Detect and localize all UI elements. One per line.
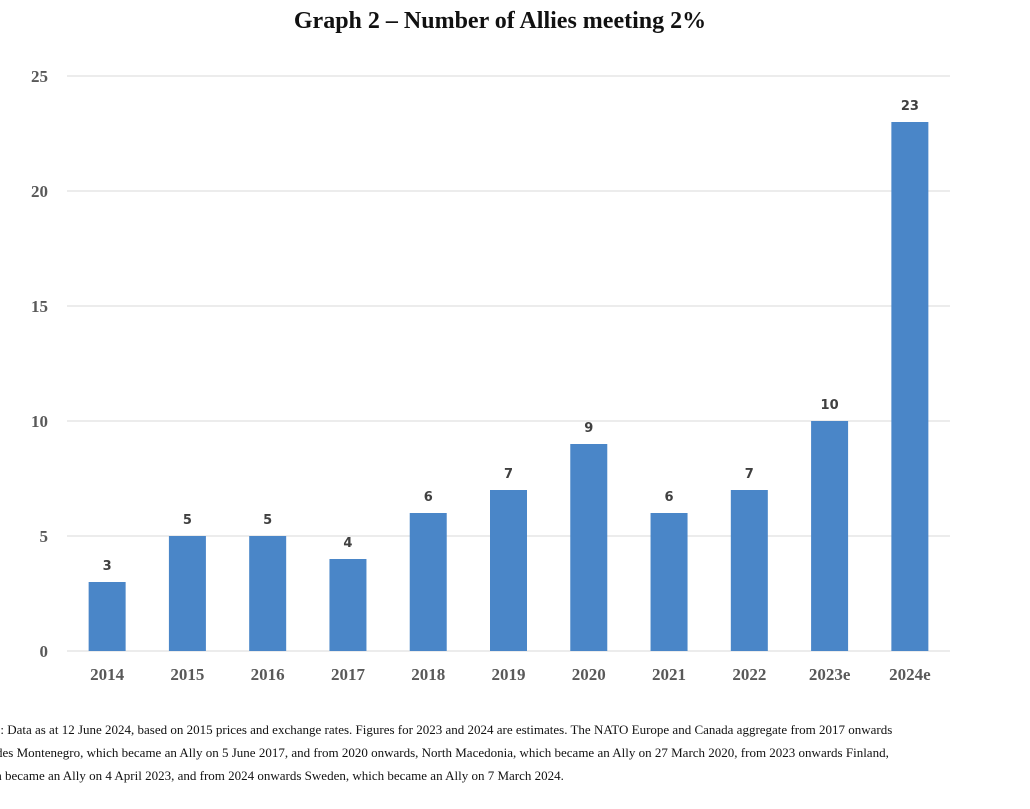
y-tick-label: 20: [31, 182, 48, 201]
data-label: 6: [665, 490, 674, 505]
bar: [409, 513, 447, 651]
x-tick-label: 2022: [732, 665, 766, 684]
y-tick-label: 0: [40, 642, 49, 661]
x-tick-label: 2016: [251, 665, 285, 684]
chart-title: Graph 2 – Number of Allies meeting 2%: [293, 8, 707, 34]
bars: [88, 122, 929, 651]
x-tick-label: 2015: [170, 665, 204, 684]
x-tick-label: 2021: [652, 665, 686, 684]
x-tick-label: 2019: [492, 665, 526, 684]
y-tick-label: 10: [31, 412, 48, 431]
data-label: 6: [424, 490, 433, 505]
data-label: 9: [584, 421, 593, 436]
bar: [891, 122, 929, 651]
x-axis: 2014 2015 2016 2017 2018 2019 2020 2021 2022 2023…: [90, 665, 931, 684]
data-label: 10: [821, 398, 839, 413]
bar: [88, 582, 126, 651]
y-axis: 0 5 10 15 20 25: [31, 67, 48, 661]
bar: [329, 559, 367, 651]
bar: [730, 490, 768, 651]
data-label: 3: [103, 559, 112, 574]
y-tick-label: 25: [31, 67, 48, 86]
x-tick-label: 2023e: [809, 665, 851, 684]
x-tick-label: 2017: [331, 665, 366, 684]
data-label: 7: [504, 467, 513, 482]
data-labels: 3 5 5 4 6 7 9 6 7 10 23: [103, 99, 919, 574]
data-label: 7: [745, 467, 754, 482]
x-tick-label: 2020: [572, 665, 606, 684]
bar: [811, 421, 849, 651]
data-label: 23: [901, 99, 919, 114]
notes-line: which became an Ally on 4 April 2023, an…: [0, 768, 564, 783]
data-label: 4: [343, 536, 352, 551]
x-tick-label: 2024e: [889, 665, 931, 684]
x-tick-label: 2014: [90, 665, 125, 684]
bar: [249, 536, 287, 651]
notes-line: includes Montenegro, which became an All…: [0, 745, 889, 760]
bar: [168, 536, 206, 651]
bar: [490, 490, 527, 651]
bar: [650, 513, 688, 651]
data-label: 5: [183, 513, 192, 528]
chart-notes: Notes: Data as at 12 June 2024, based on…: [0, 718, 1030, 787]
y-tick-label: 15: [31, 297, 48, 316]
data-label: 5: [263, 513, 272, 528]
x-tick-label: 2018: [411, 665, 445, 684]
notes-line: Notes: Data as at 12 June 2024, based on…: [0, 722, 893, 737]
y-tick-label: 5: [40, 527, 49, 546]
bar: [570, 444, 608, 651]
